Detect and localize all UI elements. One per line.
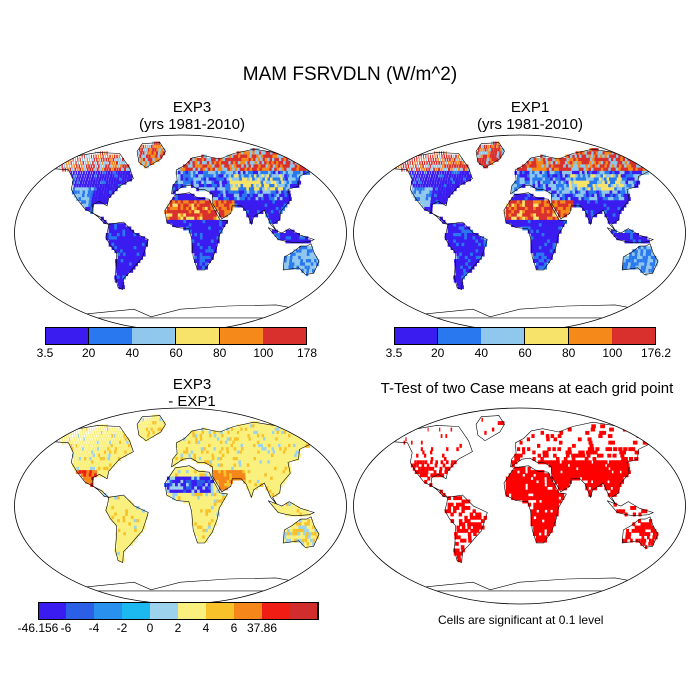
colorbar-label: 40 bbox=[474, 346, 489, 360]
coastline-eurasia bbox=[510, 148, 664, 231]
map-border bbox=[353, 407, 686, 605]
colorbar-label: -4 bbox=[88, 621, 100, 635]
coastline-eurasia bbox=[510, 421, 664, 504]
panel-title-exp1: EXP1 (yrs 1981-2010) bbox=[477, 99, 583, 133]
figure-title: MAM FSRVDLN (W/m^2) bbox=[242, 64, 458, 85]
coastline-antarctica bbox=[388, 304, 651, 319]
colorbar-label: 20 bbox=[81, 346, 96, 360]
coastline-greenland bbox=[136, 142, 166, 169]
coastline-namerica bbox=[45, 152, 134, 225]
coastline-australia bbox=[621, 243, 659, 275]
colorbar-exp3: 3.5 20 40 60 80 100 178 bbox=[37, 327, 317, 371]
coastline-australia bbox=[282, 516, 320, 548]
coastline-africa bbox=[503, 192, 567, 271]
coastline-samerica bbox=[105, 221, 149, 291]
coastline-antarctica bbox=[49, 577, 312, 592]
colorbar-label: 20 bbox=[430, 346, 445, 360]
coastline-africa bbox=[503, 465, 567, 544]
coastline-namerica bbox=[384, 152, 473, 225]
colorbar-swatch bbox=[88, 327, 133, 345]
coastline-australia bbox=[282, 243, 320, 275]
footnote: Cells are significant at 0.1 level bbox=[438, 613, 604, 627]
colorbar-exp1: 3.5 20 40 60 80 100 176.2 bbox=[386, 327, 671, 371]
colorbar-frame bbox=[38, 602, 318, 620]
colorbar-swatch bbox=[219, 327, 264, 345]
panel-title-ttest: T-Test of two Case means at each grid po… bbox=[380, 380, 674, 397]
colorbar-frame bbox=[394, 327, 656, 345]
coastline-samerica bbox=[105, 494, 149, 564]
panel-title-exp3: EXP3 (yrs 1981-2010) bbox=[139, 99, 245, 133]
coastline-indonesia bbox=[606, 500, 654, 517]
map-diff bbox=[14, 407, 347, 605]
coastline-samerica bbox=[444, 221, 488, 291]
coastline-australia bbox=[621, 516, 659, 548]
colorbar-label: -6 bbox=[60, 621, 72, 635]
colorbar-swatch bbox=[481, 327, 526, 345]
coastline-namerica bbox=[384, 425, 473, 498]
coastline-greenland bbox=[475, 415, 505, 442]
colorbar-swatch bbox=[568, 327, 613, 345]
coastline-greenland bbox=[136, 415, 166, 442]
coastline-africa bbox=[164, 192, 228, 271]
colorbar-swatch bbox=[176, 327, 221, 345]
coastline-eurasia bbox=[171, 148, 325, 231]
colorbar-label: 100 bbox=[602, 346, 623, 360]
colorbar-label: -46.156 bbox=[17, 621, 59, 635]
colorbar-label: 80 bbox=[561, 346, 576, 360]
colorbar-label: 40 bbox=[125, 346, 140, 360]
colorbar-label: 3.5 bbox=[36, 346, 54, 360]
coastline-indonesia bbox=[267, 227, 315, 244]
coastline-samerica bbox=[444, 494, 488, 564]
coastline-indonesia bbox=[267, 500, 315, 517]
colorbar-label: 80 bbox=[212, 346, 227, 360]
coastline-namerica bbox=[45, 425, 134, 498]
colorbar-label: 2 bbox=[174, 621, 182, 635]
colorbar-swatch bbox=[290, 602, 319, 620]
colorbar-label: 60 bbox=[169, 346, 183, 360]
coastline-africa bbox=[164, 465, 228, 544]
map-exp3 bbox=[14, 134, 347, 332]
colorbar-diff: -46.156 -6 -4 -2 0 2 4 6 37.86 bbox=[18, 602, 319, 646]
colorbar-label: 100 bbox=[253, 346, 274, 360]
panel-title-diff: EXP3 - EXP1 bbox=[168, 376, 216, 410]
colorbar-label: 6 bbox=[230, 621, 238, 635]
colorbar-frame bbox=[45, 327, 307, 345]
colorbar-swatch bbox=[45, 327, 90, 345]
colorbar-swatch bbox=[132, 327, 177, 345]
colorbar-swatch bbox=[437, 327, 482, 345]
coastline-antarctica bbox=[388, 577, 651, 592]
coastline-eurasia bbox=[171, 421, 325, 504]
colorbar-label: 176.2 bbox=[640, 346, 672, 360]
colorbar-label: 37.86 bbox=[246, 621, 278, 635]
colorbar-swatch bbox=[525, 327, 570, 345]
coastline-greenland bbox=[475, 142, 505, 169]
colorbar-label: -2 bbox=[116, 621, 128, 635]
coastline-indonesia bbox=[606, 227, 654, 244]
map-exp1 bbox=[353, 134, 686, 332]
colorbar-label: 60 bbox=[518, 346, 532, 360]
colorbar-label: 178 bbox=[296, 346, 318, 360]
colorbar-label: 3.5 bbox=[385, 346, 403, 360]
map-ttest bbox=[353, 407, 686, 605]
colorbar-swatch bbox=[394, 327, 439, 345]
coastline-antarctica bbox=[49, 304, 312, 319]
colorbar-label: 4 bbox=[202, 621, 210, 635]
colorbar-label: 0 bbox=[146, 621, 154, 635]
